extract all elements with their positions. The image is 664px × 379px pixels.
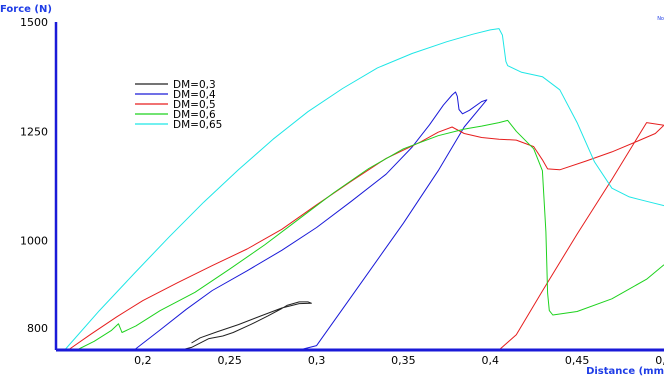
x-tick-label-5: 0,45	[565, 354, 590, 367]
axes	[54, 22, 664, 352]
legend-label-2: DM=0,5	[173, 99, 216, 111]
series-line-1	[133, 91, 488, 351]
x-tick-label-3: 0,35	[391, 354, 416, 367]
series-line-2	[67, 122, 664, 351]
y-tick-label-0: 1500	[20, 16, 48, 29]
legend-label-4: DM=0,65	[173, 119, 222, 131]
y-tick-label-3: 800	[27, 322, 48, 335]
legend: DM=0,3DM=0,4DM=0,5DM=0,6DM=0,65	[135, 79, 222, 131]
x-tick-label-1: 0,25	[217, 354, 242, 367]
x-tick-label-4: 0,4	[482, 354, 500, 367]
series-line-0	[180, 301, 312, 351]
tick-labels: 0,2 0,25 0,3 0,35 0,4 0,45 0,5 1500 1250 1000 800	[20, 16, 664, 367]
corner-note: No	[657, 16, 664, 22]
x-axis-title: Distance (mm	[586, 366, 664, 377]
legend-label-3: DM=0,6	[173, 109, 216, 121]
plot-area	[64, 28, 664, 351]
y-axis-title: Force (N)	[0, 4, 52, 15]
y-tick-label-2: 1000	[20, 235, 48, 248]
y-tick-label-1: 1250	[20, 125, 48, 138]
x-tick-label-6: 0,5	[655, 354, 664, 367]
series-line-3	[76, 119, 664, 351]
x-tick-label-2: 0,3	[308, 354, 326, 367]
legend-label-1: DM=0,4	[173, 89, 216, 101]
series-line-4	[64, 28, 664, 351]
legend-label-0: DM=0,3	[173, 79, 216, 91]
x-tick-label-0: 0,2	[134, 354, 152, 367]
